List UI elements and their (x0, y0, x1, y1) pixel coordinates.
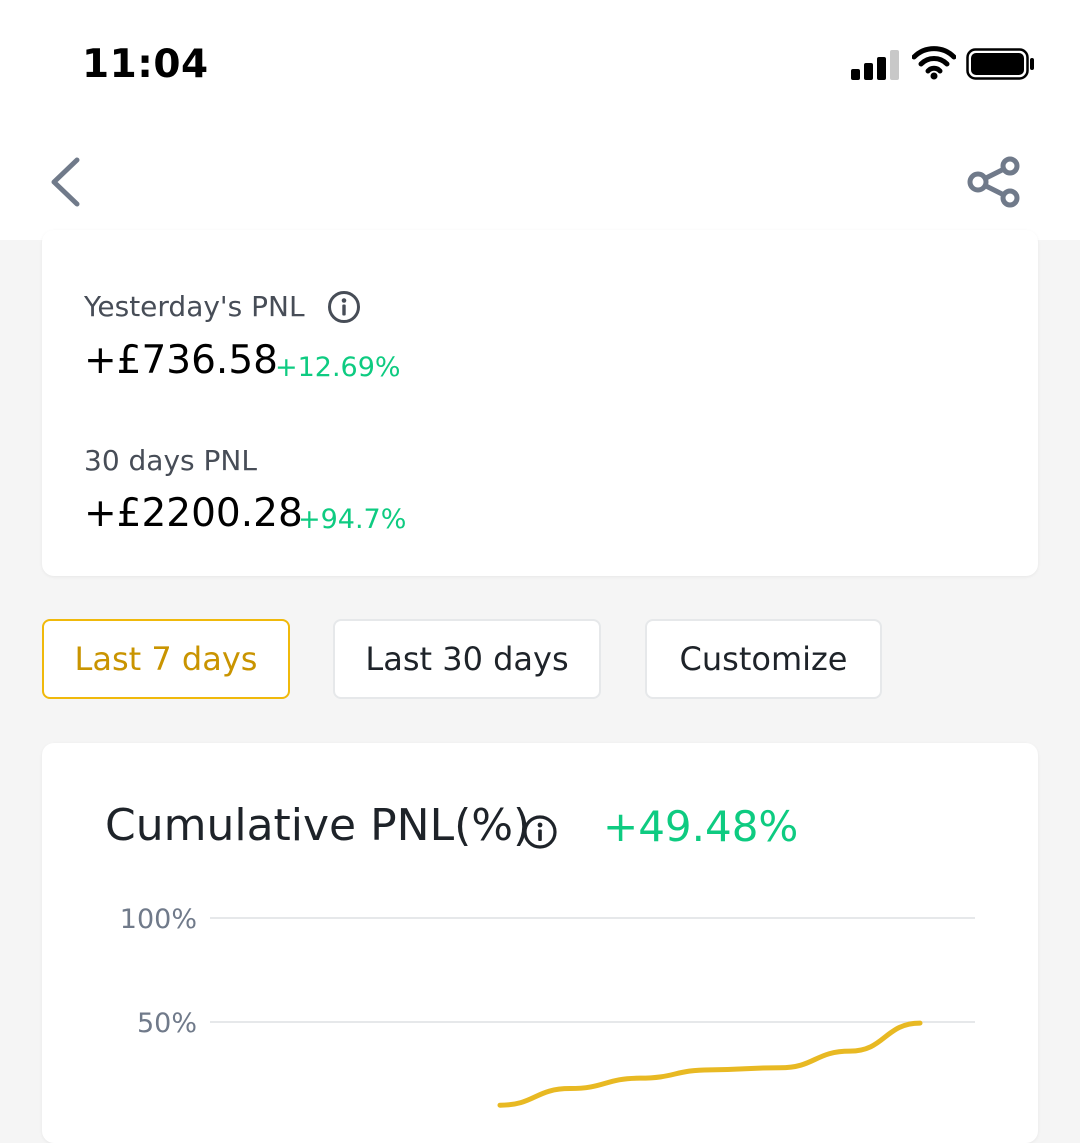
y-tick-label: 100% (120, 904, 197, 935)
wifi-icon (912, 46, 956, 80)
thirty-days-pnl-percent: +94.7% (298, 504, 407, 535)
chart-grid (210, 917, 975, 1023)
yesterday-pnl-percent: +12.69% (275, 352, 401, 383)
chart-title: Cumulative PNL(%) (105, 800, 531, 851)
tab-last-30-days[interactable]: Last 30 days (333, 619, 601, 699)
thirty-days-pnl-label: 30 days PNL (84, 444, 257, 477)
info-icon[interactable] (327, 290, 361, 324)
yesterday-pnl-label: Yesterday's PNL (84, 290, 305, 323)
pnl-summary-card (42, 230, 1038, 576)
top-bar: 11:04 (0, 0, 1080, 240)
yesterday-pnl-value: +£736.58 (84, 338, 278, 383)
cumulative-pnl-card (42, 743, 1038, 1143)
battery-icon (966, 48, 1034, 80)
cumulative-pnl-chart: 100% 50% (120, 904, 975, 1108)
chart-info-icon[interactable] (522, 814, 558, 850)
y-tick-label: 50% (137, 1008, 197, 1039)
status-time: 11:04 (82, 42, 209, 87)
chart-y-ticks: 100% 50% (120, 904, 197, 1039)
share-icon[interactable] (964, 156, 1024, 208)
thirty-days-pnl-value: +£2200.28 (84, 491, 303, 536)
tab-customize[interactable]: Customize (645, 619, 882, 699)
cellular-signal-icon (851, 48, 901, 80)
cumulative-pnl-total: +49.48% (603, 802, 799, 851)
tab-last-7-days[interactable]: Last 7 days (42, 619, 290, 699)
chevron-left-icon[interactable] (44, 152, 90, 212)
